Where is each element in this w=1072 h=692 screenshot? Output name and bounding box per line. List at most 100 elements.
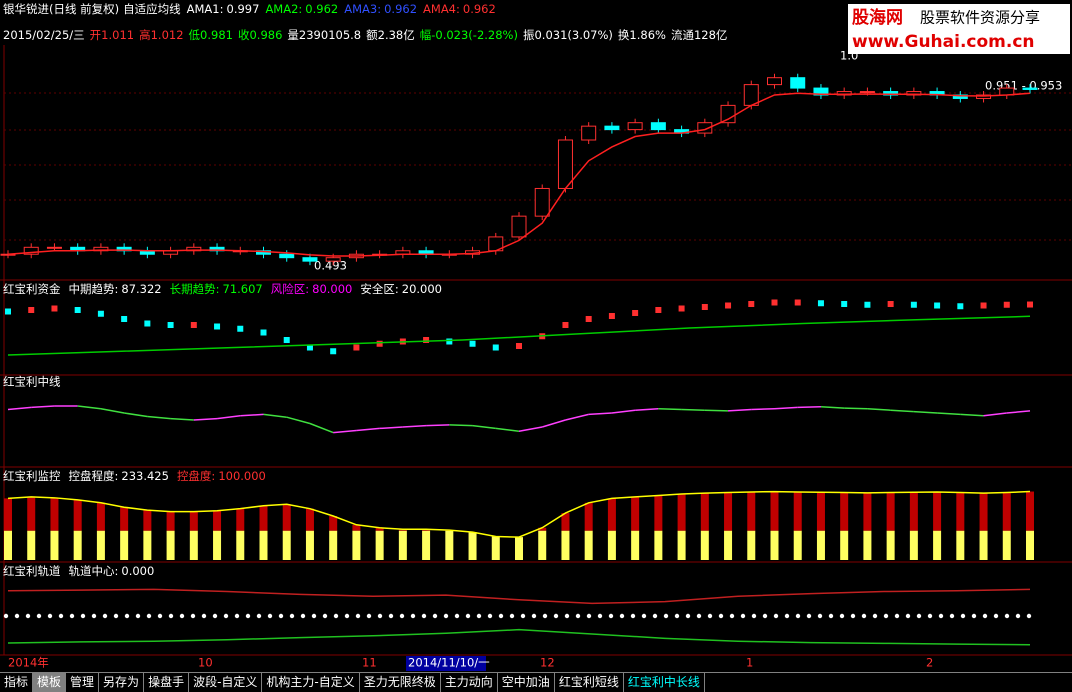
trend-dot	[74, 307, 81, 313]
trend-dot	[190, 322, 197, 328]
bar-top	[259, 505, 268, 531]
center-dot	[487, 613, 493, 619]
candle	[720, 104, 736, 124]
bar-base	[700, 530, 709, 560]
candle	[790, 77, 806, 89]
trend-dot	[97, 310, 104, 317]
tab[interactable]: 操盘手	[144, 673, 190, 692]
text-item: 0.962	[463, 2, 496, 16]
mid-segment	[495, 427, 520, 432]
text-item: AMA4:	[423, 2, 460, 16]
tab[interactable]: 另存为	[99, 673, 145, 692]
center-dot	[817, 613, 823, 619]
mid-segment	[867, 408, 891, 411]
bar-base	[979, 530, 988, 560]
monitor-curve	[7, 490, 1031, 538]
trend-dot	[214, 323, 221, 330]
mid-segment	[449, 424, 473, 427]
center-dot	[564, 613, 570, 619]
center-dot	[58, 613, 64, 619]
center-dot	[707, 613, 713, 619]
mid-segment	[263, 413, 287, 418]
center-dot	[135, 613, 141, 619]
trend-dot	[1027, 301, 1033, 308]
trend-dot	[632, 310, 639, 316]
text-item: 0.000	[121, 564, 154, 578]
tab[interactable]: 红宝利中长线	[624, 673, 705, 692]
bar-top	[770, 491, 779, 531]
text-item: 80.000	[312, 282, 352, 296]
center-dot	[201, 613, 207, 619]
tab[interactable]: 模板	[33, 673, 67, 692]
tab[interactable]: 波段-自定义	[189, 673, 263, 692]
text-item: 幅	[420, 28, 432, 42]
bar-base	[793, 530, 802, 560]
center-dot	[113, 613, 119, 619]
bar-base	[840, 530, 849, 560]
tab[interactable]: 红宝利短线	[555, 673, 624, 692]
text-item: 0.031(3.07%)	[534, 28, 612, 42]
text-item: 233.425	[121, 469, 169, 483]
mid-segment	[356, 427, 380, 432]
mid-segment	[751, 408, 775, 411]
tab[interactable]: 指标	[0, 673, 34, 692]
text-item: 自适应均线	[123, 2, 181, 16]
center-dot	[784, 613, 790, 619]
text-item: 中期趋势:	[69, 282, 119, 296]
logo-url: www.Guhai.com.cn	[852, 32, 1035, 52]
bar-base	[515, 537, 523, 560]
trend-dot	[260, 329, 267, 336]
trend-dot	[144, 320, 151, 327]
bar-top	[305, 508, 314, 531]
text-item: 100.000	[218, 469, 266, 483]
center-dot	[190, 613, 196, 619]
bar-base	[584, 530, 593, 560]
text-item: 0.981	[200, 28, 233, 42]
bar-top	[27, 496, 36, 531]
center-dot	[333, 613, 339, 619]
candle	[279, 253, 295, 259]
center-dot	[894, 613, 900, 619]
bar-top	[1002, 492, 1011, 531]
trend-dot	[608, 313, 615, 319]
center-dot	[509, 613, 515, 619]
trend-dot	[748, 301, 755, 307]
center-dot	[476, 613, 482, 619]
date-axis: 2014年 10 11 2014/11/10/一 12 1 2	[8, 656, 933, 671]
trend-dot	[980, 302, 987, 309]
bar-top	[607, 498, 616, 531]
bar-top	[538, 527, 547, 531]
bar-base	[677, 530, 686, 560]
tab[interactable]: 管理	[66, 673, 100, 692]
track-lower	[7, 628, 1031, 646]
bar-top	[282, 504, 291, 531]
mid-segment	[913, 410, 938, 414]
text-item: AMA3:	[344, 2, 381, 16]
candle	[859, 91, 875, 94]
center-dot	[520, 613, 526, 619]
tab[interactable]: 空中加油	[498, 673, 555, 692]
tab[interactable]: 机构主力-自定义	[262, 673, 360, 692]
text-item: 银华锐进(日线 前复权)	[3, 2, 119, 16]
trend-dot	[469, 340, 476, 347]
bar-base	[213, 530, 222, 560]
trend-dot	[864, 301, 871, 308]
mid-segment	[240, 413, 264, 417]
bar-base	[259, 530, 268, 560]
bar-top	[863, 492, 872, 531]
center-dot	[861, 613, 867, 619]
bar-base	[422, 530, 431, 560]
candle	[1022, 87, 1038, 90]
candle	[511, 215, 527, 238]
bar-top	[840, 492, 849, 531]
tab[interactable]: 圣力无限终极	[360, 673, 441, 692]
date-label: 2	[926, 656, 933, 670]
bar-base	[538, 530, 547, 560]
center-dot	[586, 613, 592, 619]
mid-segment	[379, 426, 403, 430]
tab[interactable]: 主力动向	[441, 673, 498, 692]
text-item: AMA1:	[187, 2, 224, 16]
center-dot	[916, 613, 922, 619]
text-item: 1.011	[101, 28, 134, 42]
bar-top	[4, 498, 12, 531]
